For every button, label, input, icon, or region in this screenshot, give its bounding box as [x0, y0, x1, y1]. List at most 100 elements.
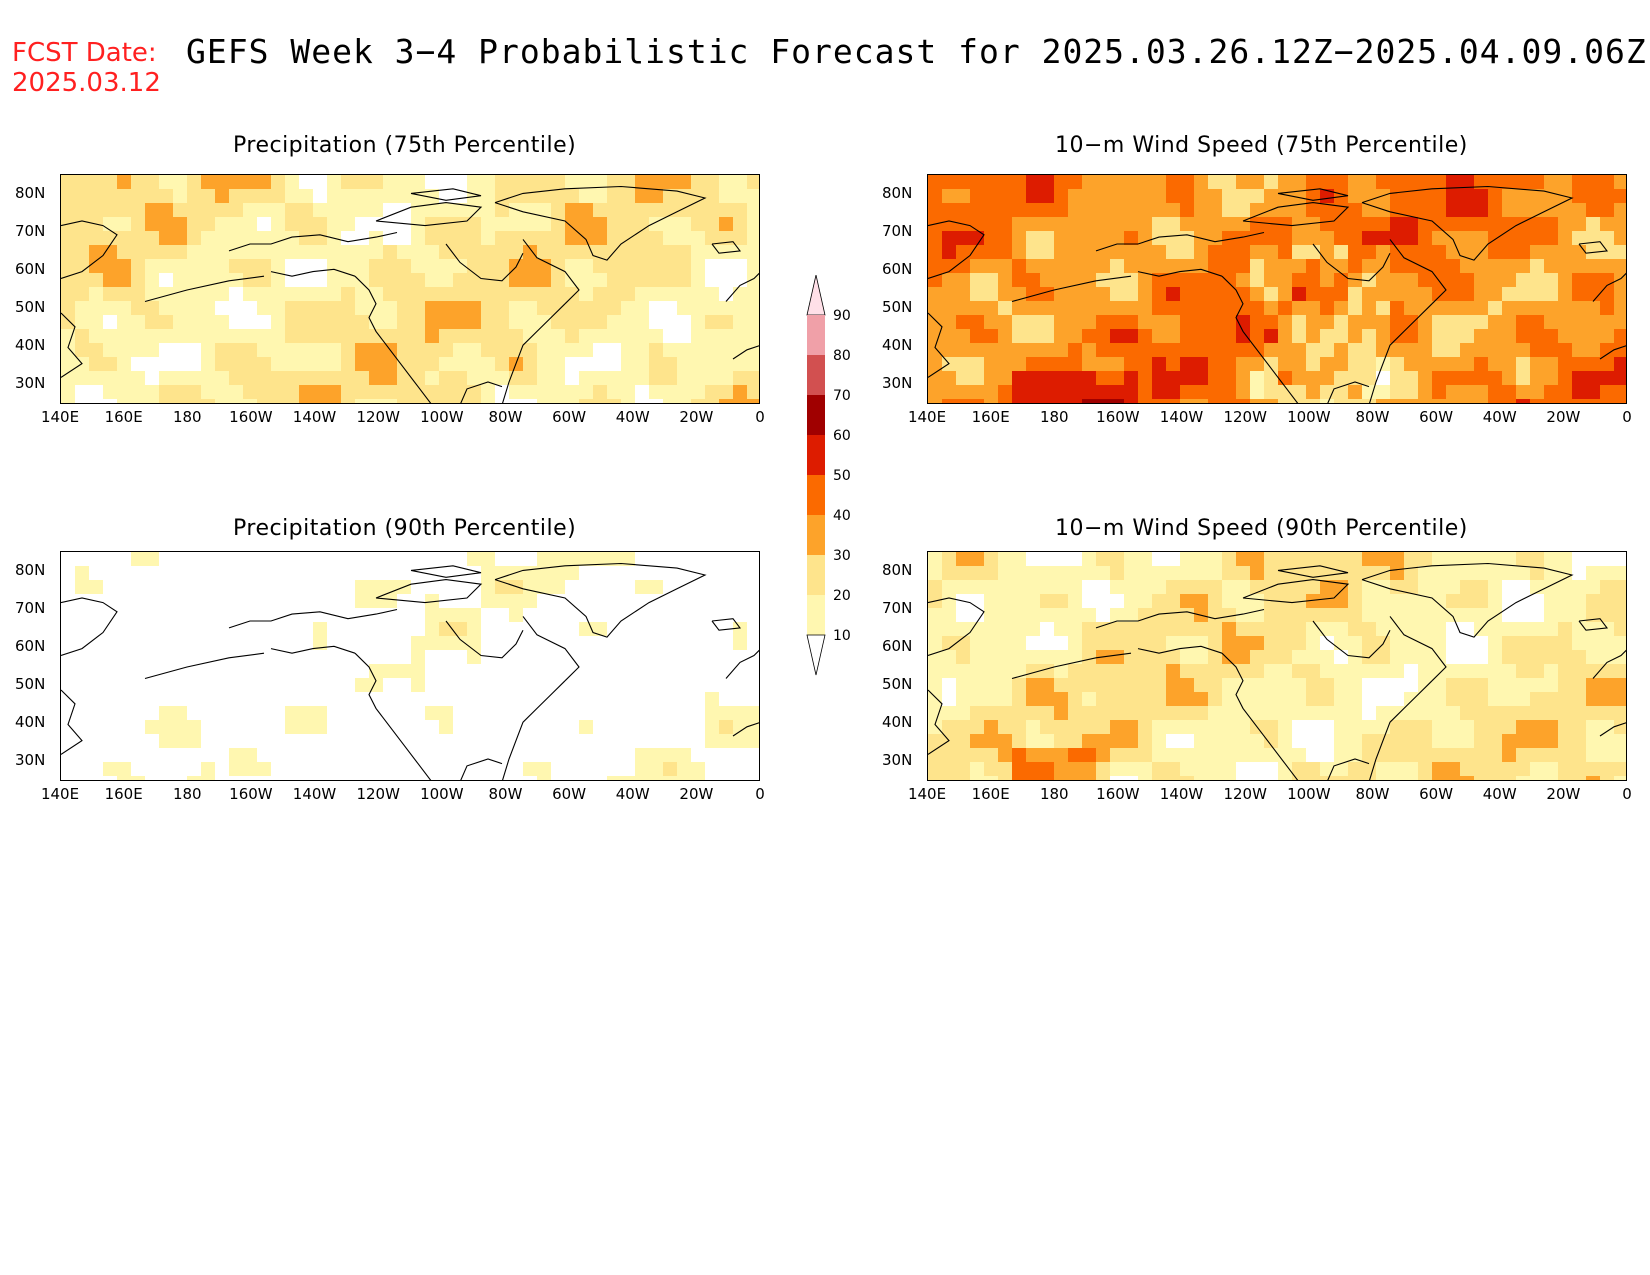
- field-cell: [1040, 231, 1055, 246]
- field-cell: [1222, 203, 1237, 218]
- field-cell: [1082, 762, 1097, 777]
- field-cell: [1432, 552, 1447, 567]
- field-cell: [747, 329, 759, 344]
- field-cell: [1040, 720, 1055, 735]
- field-cell: [509, 245, 524, 260]
- field-cell: [1488, 343, 1503, 358]
- lon-tick-label: 40W: [615, 785, 650, 803]
- field-cell: [1068, 748, 1083, 763]
- field-cell: [1376, 329, 1391, 344]
- field-cell: [719, 706, 734, 721]
- field-cell: [1222, 357, 1237, 372]
- field-cell: [1558, 245, 1573, 260]
- field-cell: [1166, 357, 1181, 372]
- field-cell: [747, 594, 759, 609]
- field-cell: [425, 301, 440, 316]
- field-cell: [1530, 720, 1545, 735]
- field-cell: [1012, 175, 1027, 190]
- field-cell: [565, 343, 580, 358]
- coastline: [1137, 645, 1223, 654]
- field-cell: [1488, 720, 1503, 735]
- field-cell: [1096, 748, 1111, 763]
- field-cell: [1460, 552, 1475, 567]
- field-cell: [1544, 287, 1559, 302]
- field-cell: [1068, 636, 1083, 651]
- field-cell: [1082, 552, 1097, 567]
- field-cell: [299, 357, 314, 372]
- field-cell: [1558, 273, 1573, 288]
- field-cell: [257, 748, 272, 763]
- field-cell: [61, 175, 76, 190]
- field-cell: [1152, 287, 1167, 302]
- field-cell: [173, 664, 188, 679]
- field-cell: [467, 622, 482, 637]
- field-cell: [1572, 287, 1587, 302]
- field-cell: [1320, 706, 1335, 721]
- field-cell: [1236, 329, 1251, 344]
- field-cell: [1586, 762, 1601, 777]
- field-cell: [1558, 720, 1573, 735]
- field-cell: [1012, 622, 1027, 637]
- field-cell: [1292, 580, 1307, 595]
- field-cell: [1264, 385, 1279, 400]
- field-cell: [103, 329, 118, 344]
- field-cell: [1334, 329, 1349, 344]
- field-cell: [998, 762, 1013, 777]
- field-cell: [733, 245, 748, 260]
- field-cell: [1152, 245, 1167, 260]
- lon-tick-label: 140W: [1159, 785, 1204, 803]
- field-cell: [1124, 608, 1139, 623]
- field-cell: [593, 203, 608, 218]
- field-cell: [1600, 273, 1615, 288]
- field-cell: [243, 203, 258, 218]
- field-cell: [928, 692, 943, 707]
- field-cell: [970, 720, 985, 735]
- field-cell: [1558, 315, 1573, 330]
- field-cell: [928, 720, 943, 735]
- field-cell: [551, 734, 566, 749]
- field-cell: [383, 273, 398, 288]
- field-cell: [970, 217, 985, 232]
- field-cell: [145, 566, 160, 581]
- field-cell: [1502, 650, 1517, 665]
- field-cell: [453, 217, 468, 232]
- field-cell: [173, 566, 188, 581]
- field-cell: [1278, 692, 1293, 707]
- field-cell: [551, 720, 566, 735]
- field-cell: [1614, 385, 1626, 400]
- field-cell: [355, 371, 370, 386]
- field-cell: [397, 706, 412, 721]
- field-cell: [1054, 315, 1069, 330]
- field-cell: [1488, 734, 1503, 749]
- field-cell: [1586, 580, 1601, 595]
- field-cell: [719, 315, 734, 330]
- field-cell: [1026, 399, 1041, 403]
- field-cell: [1376, 748, 1391, 763]
- field-cell: [1446, 636, 1461, 651]
- field-cell: [61, 357, 76, 372]
- field-cell: [1404, 720, 1419, 735]
- field-cell: [131, 734, 146, 749]
- field-cell: [299, 594, 314, 609]
- field-cell: [593, 287, 608, 302]
- field-cell: [1152, 734, 1167, 749]
- field-cell: [1488, 399, 1503, 403]
- field-cell: [299, 762, 314, 777]
- field-cell: [1292, 189, 1307, 204]
- field-cell: [397, 329, 412, 344]
- field-cell: [61, 385, 76, 400]
- field-cell: [1012, 594, 1027, 609]
- field-cell: [495, 329, 510, 344]
- field-cell: [1572, 329, 1587, 344]
- field-cell: [1278, 371, 1293, 386]
- field-cell: [215, 692, 230, 707]
- field-cell: [956, 329, 971, 344]
- field-cell: [1600, 301, 1615, 316]
- field-cell: [705, 608, 720, 623]
- field-cell: [551, 552, 566, 567]
- field-cell: [1488, 357, 1503, 372]
- colorbar-label: 20: [833, 588, 851, 604]
- field-cell: [719, 552, 734, 567]
- field-cell: [299, 273, 314, 288]
- field-cell: [495, 706, 510, 721]
